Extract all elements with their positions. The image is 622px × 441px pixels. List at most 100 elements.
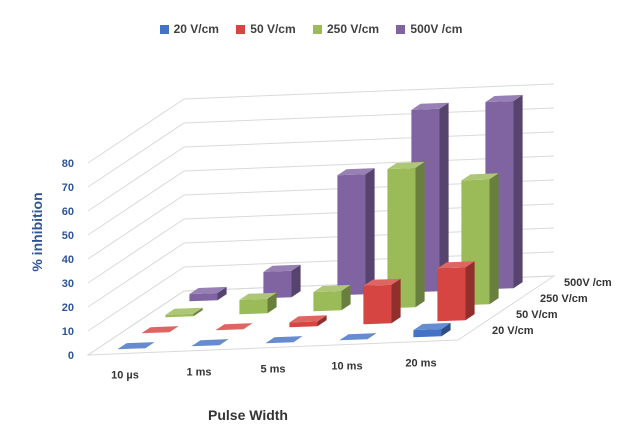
bar <box>215 323 253 331</box>
side-gridline <box>87 218 185 284</box>
x-axis-label: Pulse Width <box>208 407 288 423</box>
bar-top <box>215 323 253 331</box>
bar-front <box>437 267 466 322</box>
x-tick-label: 20 ms <box>405 358 436 370</box>
y-tick-label: 60 <box>62 206 74 218</box>
bar-top <box>363 278 401 286</box>
x-tick-label: 1 ms <box>186 367 211 379</box>
bar-side <box>291 264 301 298</box>
y-tick-label: 30 <box>62 278 74 290</box>
bar-top <box>265 336 303 344</box>
label-layer: 0 10 20 30 40 50 60 70 80 10 µs 1 ms 5 ms 10 ms 20 ms… <box>62 158 612 382</box>
back-gridline <box>183 83 555 100</box>
bar-top <box>141 326 179 334</box>
bar-front <box>413 329 442 338</box>
y-tick-label: 70 <box>62 182 74 194</box>
bar <box>339 333 377 341</box>
legend-swatch-250 <box>313 25 322 34</box>
bar-side <box>489 173 499 305</box>
side-gridline <box>87 194 185 260</box>
y-tick-label: 20 <box>62 302 74 314</box>
y-tick-label: 50 <box>62 230 74 242</box>
y-axis-label: % inhibition <box>29 192 45 271</box>
bar-side <box>217 286 227 301</box>
bar <box>239 292 277 315</box>
bar-front <box>239 298 268 315</box>
bar-top <box>387 161 425 170</box>
y-tick-label: 0 <box>68 350 74 362</box>
side-gridline <box>87 242 185 308</box>
y-tick-label: 40 <box>62 254 74 266</box>
bar <box>387 161 425 309</box>
bar-top <box>339 333 377 341</box>
bar <box>413 322 451 338</box>
bar-side <box>391 278 401 324</box>
bar <box>289 315 327 328</box>
legend-item-250: 250 V/cm <box>313 22 379 36</box>
legend-label-500: 500V /cm <box>410 22 463 36</box>
legend-swatch-20 <box>159 25 169 34</box>
bar-side <box>441 322 451 337</box>
bar <box>189 286 227 302</box>
bar <box>363 278 401 325</box>
legend-swatch-500 <box>396 25 406 34</box>
bar <box>265 336 303 344</box>
depth-axis-label: 50 V/cm <box>516 309 558 321</box>
bar-top <box>189 286 227 295</box>
bar-top <box>263 264 301 272</box>
legend-swatch-50 <box>236 25 246 34</box>
bar-side <box>513 94 523 289</box>
depth-axis-label: 250 V/cm <box>540 293 588 305</box>
bar <box>191 339 229 347</box>
bar <box>263 264 301 299</box>
bar-front <box>387 168 416 309</box>
depth-axis-label: 500V /cm <box>564 277 612 289</box>
depth-axis-label: 20 V/cm <box>492 325 534 337</box>
y-tick-label: 80 <box>62 158 74 170</box>
bar-front <box>189 293 218 302</box>
legend-item-20: 20 V/cm <box>159 22 219 36</box>
side-gridline <box>87 122 185 188</box>
bar-front <box>363 284 392 325</box>
bar-side <box>415 161 425 308</box>
bar <box>117 342 155 350</box>
bar-top <box>313 284 351 293</box>
x-tick-label: 10 µs <box>111 370 139 382</box>
side-gridline <box>87 266 185 332</box>
legend-label-50: 50 V/cm <box>250 22 296 36</box>
bar-top <box>411 102 449 110</box>
bar-side <box>341 284 351 311</box>
legend-label-250: 250 V/cm <box>327 22 380 36</box>
bar-top <box>191 339 229 347</box>
legend: 20 V/cm 50 V/cm 250 V/cm 500V /cm <box>0 22 622 36</box>
bar <box>337 168 375 296</box>
bar-top <box>461 173 499 181</box>
bar-top <box>413 322 451 331</box>
bar-top <box>437 261 475 269</box>
bar-front <box>337 174 366 296</box>
bar-front <box>263 270 292 299</box>
bar-side <box>465 261 475 321</box>
bar-side <box>439 102 449 292</box>
bar-front <box>313 291 342 312</box>
bar-front <box>289 321 318 328</box>
bar <box>313 284 351 312</box>
y-tick-label: 10 <box>62 326 74 338</box>
bar-side <box>365 168 375 295</box>
bar-front <box>165 313 194 318</box>
bar <box>141 326 179 334</box>
legend-label-20: 20 V/cm <box>173 22 219 36</box>
chart-floor <box>86 275 556 356</box>
bar-top <box>117 342 155 350</box>
side-gridline <box>87 146 185 212</box>
bar-top <box>485 94 523 103</box>
bar-top <box>289 315 327 323</box>
legend-item-50: 50 V/cm <box>236 22 296 36</box>
side-gridline <box>87 170 185 236</box>
bar-side <box>193 307 203 317</box>
bar-side <box>267 292 277 314</box>
bar-side <box>317 315 327 327</box>
x-tick-label: 5 ms <box>260 364 285 376</box>
